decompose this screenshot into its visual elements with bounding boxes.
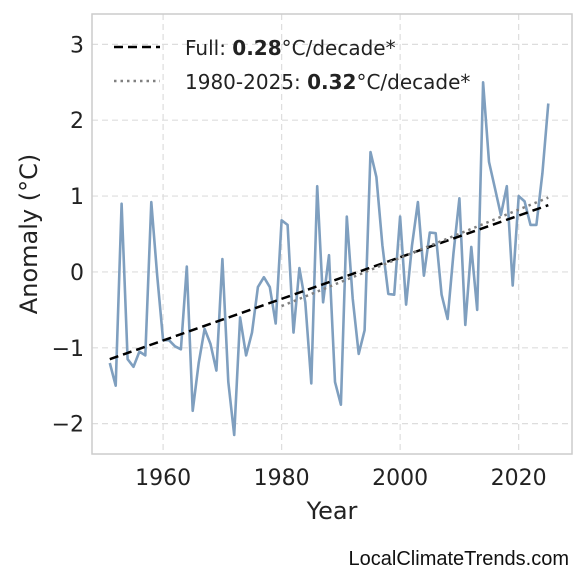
x-tick-label: 2020 (491, 466, 547, 491)
legend-recent-trend-value: 0.32 (307, 70, 356, 94)
legend-full-trend-suffix: °C/decade* (282, 36, 396, 60)
x-tick-label: 1980 (254, 466, 310, 491)
y-axis-label: Anomaly (°C) (15, 154, 43, 314)
grid-lines (92, 14, 572, 454)
legend: Full: 0.28°C/decade* 1980-2025: 0.32°C/d… (114, 36, 470, 94)
legend-recent-trend-prefix: 1980-2025: (185, 70, 307, 94)
legend-full-trend-prefix: Full: (185, 36, 232, 60)
y-tick-label: 0 (70, 261, 84, 286)
x-axis-label: Year (306, 497, 358, 525)
x-tick-labels: 1960 1980 2000 2020 (135, 466, 547, 491)
y-tick-labels: −2 −1 0 1 2 3 (52, 33, 84, 437)
y-tick-label: −1 (52, 337, 84, 362)
full-trend-line (109, 203, 549, 361)
legend-full-trend-text: Full: 0.28°C/decade* (185, 36, 396, 60)
legend-recent-trend-suffix: °C/decade* (356, 70, 470, 94)
site-credit: LocalClimateTrends.com (348, 548, 569, 570)
plot-background (92, 14, 572, 454)
x-tick-label: 1960 (135, 466, 191, 491)
y-tick-label: 2 (70, 109, 84, 134)
legend-full-trend-value: 0.28 (232, 36, 281, 60)
recent-trend-line (281, 196, 549, 308)
plot-frame (91, 13, 573, 455)
x-tick-label: 2000 (372, 466, 428, 491)
y-tick-label: −2 (52, 413, 84, 438)
y-tick-label: 3 (70, 33, 84, 58)
legend-recent-trend-text: 1980-2025: 0.32°C/decade* (185, 70, 470, 94)
y-tick-label: 1 (70, 185, 84, 210)
chart-marks (108, 81, 550, 437)
anomaly-series-line (108, 81, 550, 437)
